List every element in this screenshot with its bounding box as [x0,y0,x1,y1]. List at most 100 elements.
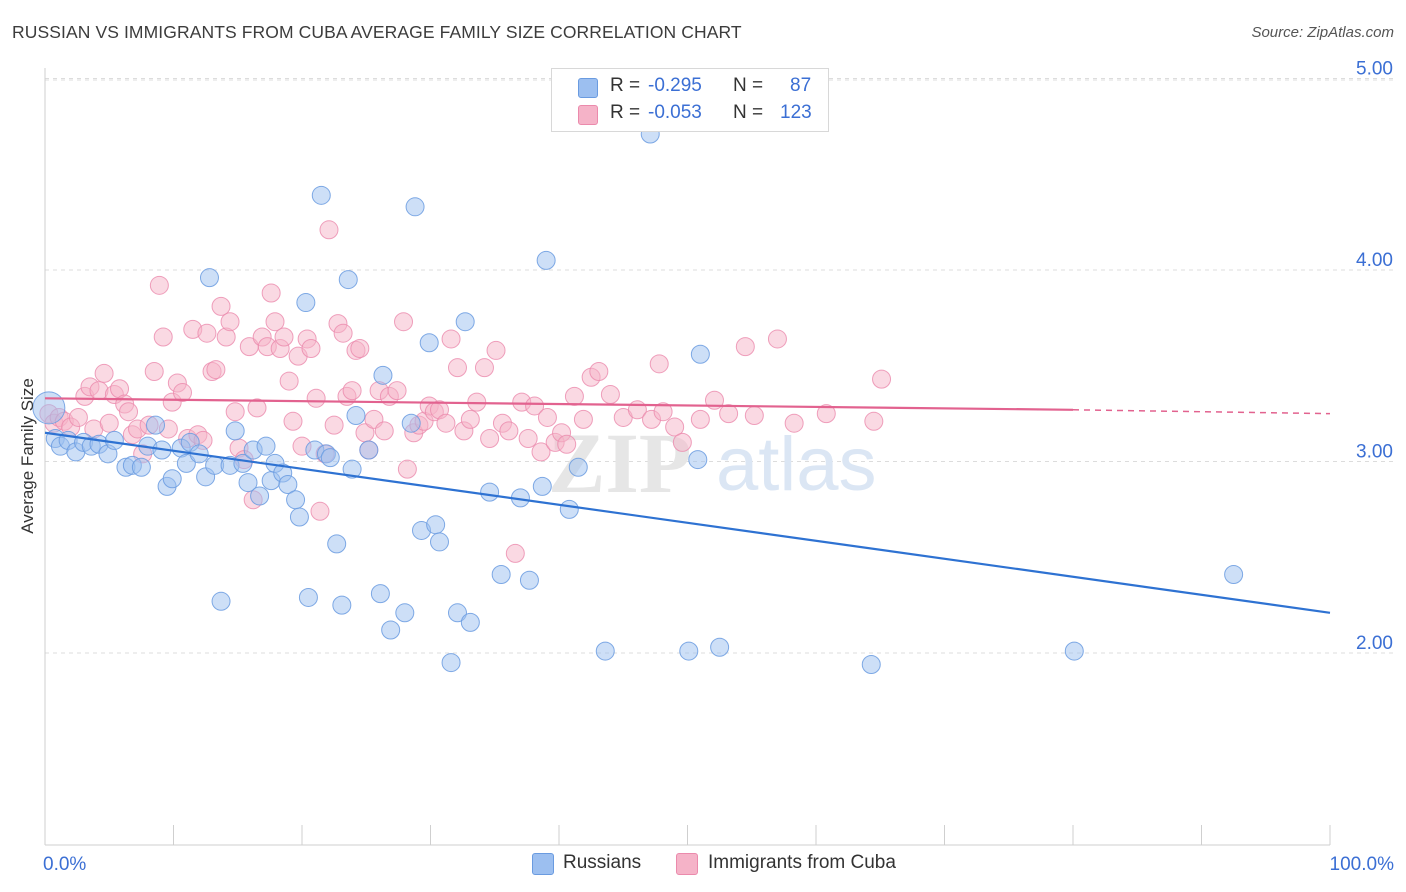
data-point-cuba [172,383,192,403]
y-tick-label: 3.00 [1356,442,1393,463]
data-point-russians [679,641,699,661]
legend-swatch-cuba [578,105,598,125]
data-point-cuba [518,429,538,449]
legend-n-value: 123 [780,102,812,123]
data-point-cuba [68,407,88,427]
data-point-cuba [573,409,593,429]
data-point-russians [131,457,151,477]
data-point-cuba [197,323,217,343]
data-point-russians [342,459,362,479]
legend-n-label: N = [733,75,764,96]
data-point-russians [1064,641,1084,661]
trend-line-cuba [44,397,1074,411]
data-point-russians [256,436,276,456]
data-point-russians [338,270,358,290]
data-point-russians [289,507,309,527]
data-point-cuba [279,371,299,391]
series-legend: Russians Immigrants from Cuba [0,850,1406,878]
data-point-cuba [784,413,804,433]
data-point-russians [238,473,258,493]
legend-label-russians: Russians [563,852,642,873]
data-point-cuba [350,339,370,359]
data-point-russians [211,591,231,611]
data-point-cuba [557,434,577,454]
data-point-cuba [872,369,892,389]
data-point-russians [104,430,124,450]
data-point-russians [536,250,556,270]
legend-r-value: -0.053 [648,102,702,123]
legend-swatch-cuba [676,853,698,875]
data-point-cuba [225,402,245,422]
data-point-cuba [816,404,836,424]
data-point-russians [480,482,500,502]
data-point-cuba [649,354,669,374]
data-point-russians [346,406,366,426]
data-point-russians [447,603,467,623]
data-point-cuba [531,442,551,462]
data-point-russians [441,653,461,673]
data-point-russians [381,620,401,640]
data-point-cuba [537,407,557,427]
data-point-cuba [119,402,139,422]
data-point-russians [401,413,421,433]
watermark: ZIP atlas [548,415,877,511]
x-tick-label: 100.0% [1330,854,1395,875]
data-point-cuba [735,337,755,357]
data-point-cuba [342,381,362,401]
gridlines [45,78,1395,654]
data-point-cuba [265,312,285,332]
data-point-cuba [144,361,164,381]
data-point-russians [320,448,340,468]
data-point-russians [491,564,511,584]
watermark-atlas: atlas [716,422,877,507]
data-point-russians [250,486,270,506]
data-point-russians [861,654,881,674]
correlation-legend: R = -0.295 N = 87 R = -0.053 N = 123 [551,68,829,132]
data-point-cuba [690,409,710,429]
data-point-cuba [564,386,584,406]
data-point-cuba [99,413,119,433]
x-tick-label: 0.0% [43,854,86,875]
data-point-russians [1224,564,1244,584]
legend-r-value: -0.295 [648,75,702,96]
legend-r-label: R = [610,102,641,123]
data-point-cuba [153,327,173,347]
data-point-russians [32,391,66,425]
data-point-cuba [394,312,414,332]
data-point-cuba [486,340,506,360]
data-point-russians [460,612,480,632]
data-point-russians [225,421,245,441]
y-axis-title: Average Family Size [18,378,37,534]
data-point-cuba [206,360,226,380]
data-point-russians [532,476,552,496]
data-point-russians [429,532,449,552]
data-point-cuba [261,283,281,303]
data-point-cuba [653,402,673,422]
data-point-cuba [525,396,545,416]
source-label: Source: ZipAtlas.com [1251,24,1394,41]
data-point-russians [559,499,579,519]
data-point-russians [568,457,588,477]
data-point-cuba [447,358,467,378]
data-point-cuba [499,421,519,441]
data-point-cuba [460,409,480,429]
data-point-russians [595,641,615,661]
data-point-russians [710,637,730,657]
data-point-russians [690,344,710,364]
legend-swatch-russians [532,853,554,875]
data-point-cuba [301,339,321,359]
legend-row-russians: R = -0.295 N = 87 [552,73,828,101]
data-point-cuba [310,501,330,521]
data-point-russians [286,490,306,510]
data-point-cuba [397,459,417,479]
y-tick-label: 2.00 [1356,633,1393,654]
legend-label-cuba: Immigrants from Cuba [708,852,896,873]
data-point-cuba [665,417,685,437]
data-point-russians [519,570,539,590]
chart-title: RUSSIAN VS IMMIGRANTS FROM CUBA AVERAGE … [12,22,742,42]
data-point-cuba [864,411,884,431]
data-point-cuba [94,363,114,383]
data-point-cuba [247,398,267,418]
data-point-russians [359,440,379,460]
data-point-cuba [744,406,764,426]
